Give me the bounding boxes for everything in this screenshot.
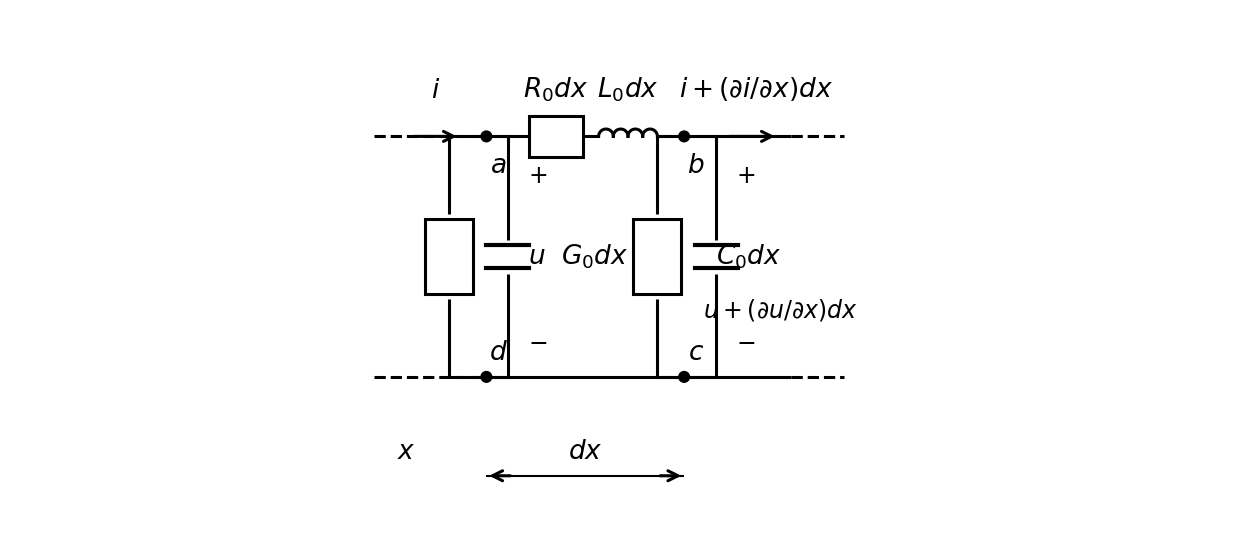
Text: $C_0dx$: $C_0dx$	[715, 242, 781, 271]
Circle shape	[678, 372, 689, 382]
Text: $-$: $-$	[737, 330, 755, 354]
Bar	[634, 219, 682, 294]
Text: $L_0dx$: $L_0dx$	[598, 75, 658, 104]
Text: $+$: $+$	[527, 165, 547, 188]
Bar	[425, 219, 472, 294]
Text: $b$: $b$	[687, 153, 704, 178]
Text: $i$: $i$	[432, 78, 440, 104]
Text: $a$: $a$	[490, 153, 506, 178]
Text: $G_0dx$: $G_0dx$	[560, 242, 627, 271]
Text: $c$: $c$	[688, 340, 704, 366]
Text: $d$: $d$	[489, 340, 507, 366]
Circle shape	[678, 131, 689, 141]
Text: $u+(\partial u / \partial x)dx$: $u+(\partial u / \partial x)dx$	[703, 297, 858, 323]
Text: $i+(\partial i / \partial x)dx$: $i+(\partial i / \partial x)dx$	[680, 76, 833, 103]
Text: $x$: $x$	[397, 439, 415, 464]
Bar	[529, 116, 583, 157]
Circle shape	[481, 131, 492, 141]
Text: $u$: $u$	[528, 244, 546, 269]
Text: $dx$: $dx$	[568, 439, 603, 464]
Text: $+$: $+$	[737, 165, 755, 188]
Circle shape	[481, 372, 492, 382]
Text: $-$: $-$	[527, 330, 547, 354]
Text: $R_0dx$: $R_0dx$	[523, 75, 589, 104]
